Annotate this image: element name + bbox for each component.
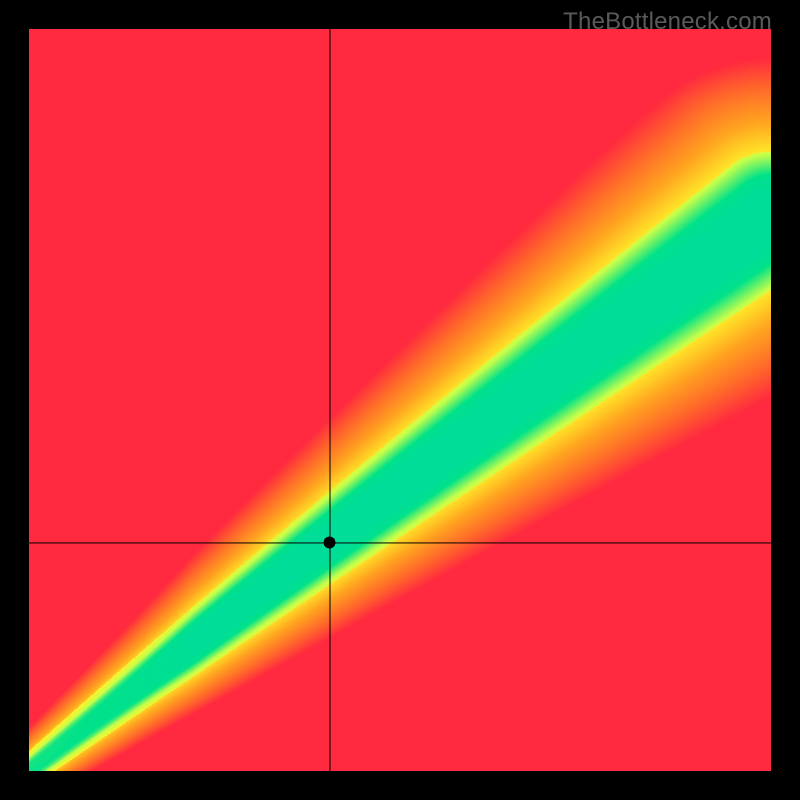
watermark-text: TheBottleneck.com — [563, 8, 772, 36]
heatmap-plot — [29, 29, 771, 771]
chart-container: TheBottleneck.com — [0, 0, 800, 800]
heatmap-canvas — [29, 29, 771, 771]
